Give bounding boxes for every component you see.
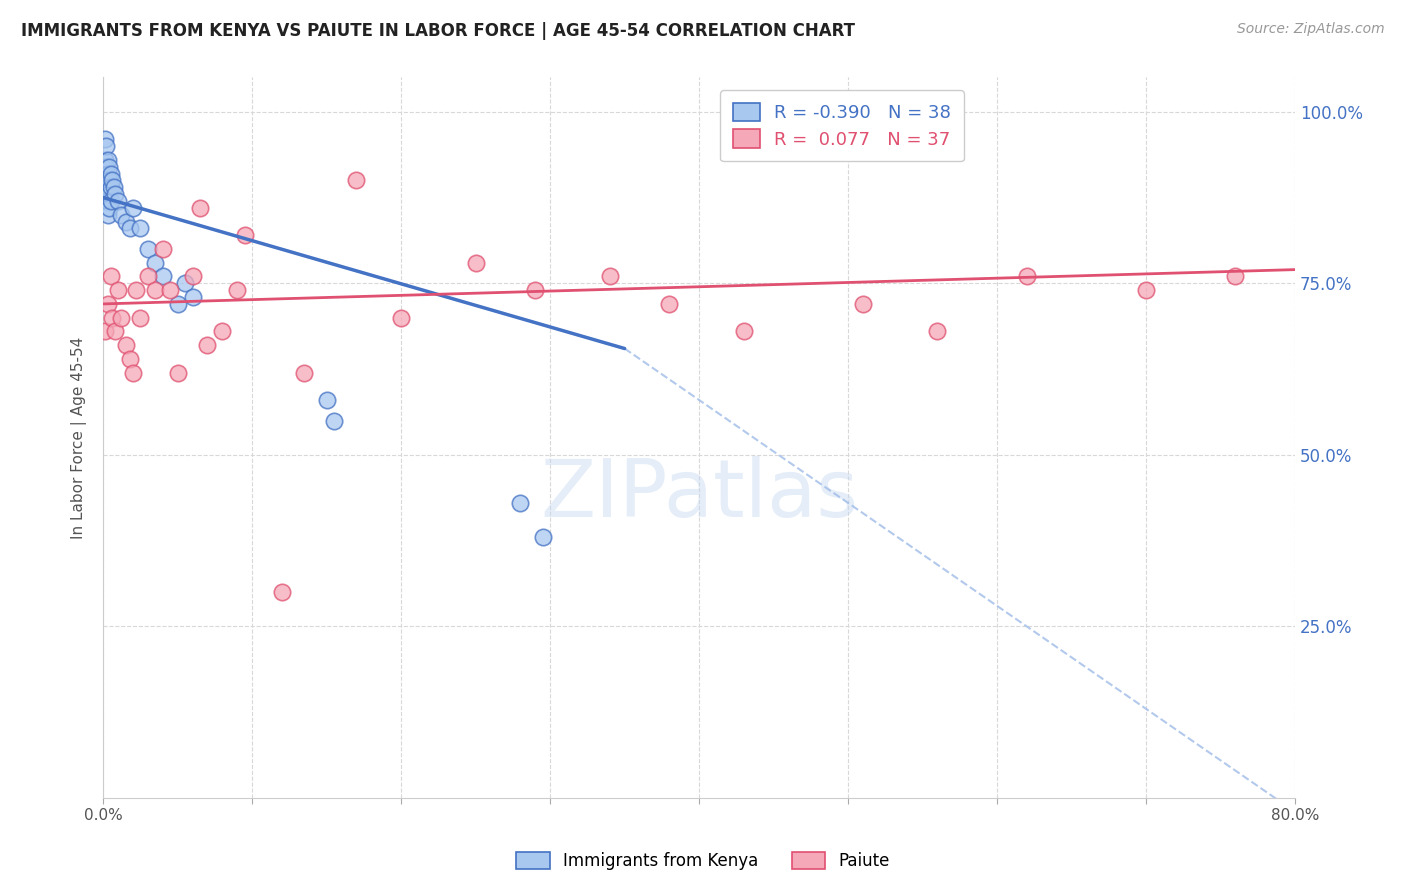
Point — [509, 496, 531, 510]
Point — [159, 283, 181, 297]
Point — [136, 242, 159, 256]
Point — [97, 167, 120, 181]
Point — [97, 153, 120, 167]
Point — [233, 228, 256, 243]
Point — [136, 269, 159, 284]
Point — [98, 160, 121, 174]
Point — [122, 366, 145, 380]
Legend: Immigrants from Kenya, Paiute: Immigrants from Kenya, Paiute — [510, 845, 896, 877]
Point — [97, 180, 120, 194]
Point — [129, 221, 152, 235]
Point — [104, 187, 127, 202]
Text: Source: ZipAtlas.com: Source: ZipAtlas.com — [1237, 22, 1385, 37]
Point — [389, 310, 412, 325]
Point — [323, 414, 346, 428]
Point — [114, 338, 136, 352]
Point — [166, 297, 188, 311]
Point — [97, 297, 120, 311]
Point — [181, 290, 204, 304]
Point — [98, 187, 121, 202]
Point — [152, 242, 174, 256]
Point — [152, 269, 174, 284]
Text: ZIPatlas: ZIPatlas — [540, 457, 858, 534]
Point — [93, 132, 115, 146]
Point — [101, 173, 124, 187]
Y-axis label: In Labor Force | Age 45-54: In Labor Force | Age 45-54 — [72, 336, 87, 539]
Point — [524, 283, 547, 297]
Point — [98, 173, 121, 187]
Point — [211, 324, 233, 338]
Point — [93, 324, 115, 338]
Point — [531, 530, 554, 544]
Point — [118, 221, 141, 235]
Point — [346, 173, 368, 187]
Point — [96, 160, 118, 174]
Point — [174, 277, 197, 291]
Point — [188, 201, 211, 215]
Point — [122, 201, 145, 215]
Point — [1225, 269, 1247, 284]
Point — [1135, 283, 1157, 297]
Point — [97, 208, 120, 222]
Point — [100, 180, 122, 194]
Point — [104, 324, 127, 338]
Point — [271, 585, 294, 599]
Legend: R = -0.390   N = 38, R =  0.077   N = 37: R = -0.390 N = 38, R = 0.077 N = 37 — [720, 90, 965, 161]
Point — [100, 269, 122, 284]
Point — [143, 256, 166, 270]
Point — [114, 214, 136, 228]
Point — [118, 351, 141, 366]
Point — [129, 310, 152, 325]
Point — [110, 208, 132, 222]
Point — [599, 269, 621, 284]
Point — [166, 366, 188, 380]
Point — [110, 310, 132, 325]
Point — [98, 201, 121, 215]
Point — [315, 392, 337, 407]
Point — [100, 194, 122, 208]
Point — [658, 297, 681, 311]
Point — [181, 269, 204, 284]
Point — [927, 324, 949, 338]
Point — [103, 180, 125, 194]
Point — [226, 283, 249, 297]
Text: IMMIGRANTS FROM KENYA VS PAIUTE IN LABOR FORCE | AGE 45-54 CORRELATION CHART: IMMIGRANTS FROM KENYA VS PAIUTE IN LABOR… — [21, 22, 855, 40]
Point — [96, 180, 118, 194]
Point — [107, 283, 129, 297]
Point — [197, 338, 219, 352]
Point — [96, 139, 118, 153]
Point — [93, 153, 115, 167]
Point — [125, 283, 148, 297]
Point — [852, 297, 875, 311]
Point — [1015, 269, 1038, 284]
Point — [143, 283, 166, 297]
Point — [292, 366, 315, 380]
Point — [733, 324, 755, 338]
Point — [97, 194, 120, 208]
Point — [100, 167, 122, 181]
Point — [101, 310, 124, 325]
Point — [107, 194, 129, 208]
Point — [96, 194, 118, 208]
Point — [464, 256, 486, 270]
Point — [93, 167, 115, 181]
